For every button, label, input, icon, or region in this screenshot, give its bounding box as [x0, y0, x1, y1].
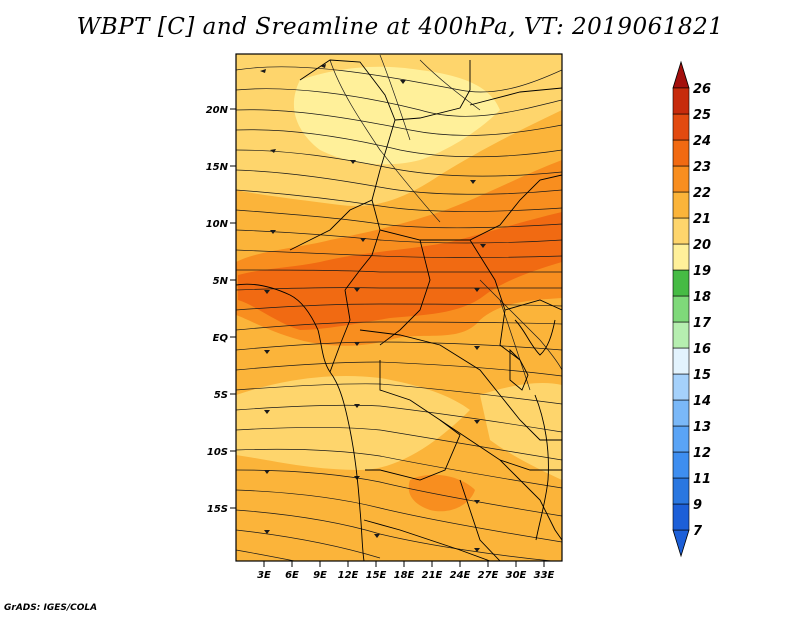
colorbar-bottom-triangle	[672, 529, 690, 558]
lon-tick-label: 9E	[313, 570, 327, 581]
colorbar-label: 12	[693, 446, 711, 461]
lat-axis: 20N 15N 10N 5N EQ 5S 10S 15S	[206, 105, 236, 515]
colorbar-box	[672, 191, 690, 219]
colorbar-label: 13	[693, 420, 711, 435]
colorbar-label: 24	[693, 134, 711, 149]
colorbar-box	[672, 243, 690, 271]
colorbar-box	[672, 477, 690, 505]
lat-tick-label: 5S	[214, 390, 228, 401]
colorbar-label: 23	[693, 160, 711, 175]
colorbar-label: 7	[693, 524, 703, 539]
colorbar-label: 25	[693, 108, 711, 123]
colorbar-label: 22	[693, 186, 711, 201]
warm-band-23	[238, 212, 562, 330]
colorbar-boxes	[672, 87, 690, 531]
cool-area-19	[293, 66, 500, 165]
country-borders	[236, 59, 562, 561]
colorbar-box	[672, 295, 690, 323]
lon-tick-label: 24E	[450, 570, 471, 581]
lon-tick-label: 3E	[257, 570, 271, 581]
lat-tick-label: 20N	[206, 105, 229, 116]
colorbar-top-triangle	[672, 60, 690, 89]
colorbar-label: 15	[693, 368, 711, 383]
lat-tick-label: 10S	[207, 447, 228, 458]
colorbar-box	[672, 217, 690, 245]
map-frame	[235, 53, 563, 562]
map-plot	[236, 54, 562, 561]
lat-tick-label: 10N	[206, 219, 229, 230]
colorbar-box	[672, 373, 690, 401]
colorbar-label: 20	[693, 238, 711, 253]
south-area-20b	[480, 383, 562, 480]
lat-tick-label: 15S	[207, 504, 228, 515]
lon-tick-label: 27E	[478, 570, 499, 581]
colorbar: 7 9 11 12 13 14 15 16 17 18 19 20 21 22 …	[672, 60, 712, 558]
colorbar-box	[672, 269, 690, 297]
lon-axis: 3E 6E 9E 12E 15E 18E 21E 24E 27E 30E 33E	[257, 561, 555, 581]
streamline-arrows	[260, 64, 486, 552]
lon-tick-label: 6E	[285, 570, 299, 581]
colorbar-label: 18	[693, 290, 711, 305]
colorbar-box	[672, 347, 690, 375]
colorbar-label: 11	[693, 472, 711, 487]
colorbar-box	[672, 503, 690, 531]
colorbar-label: 21	[693, 212, 711, 227]
colorbar-label: 26	[693, 82, 711, 97]
colorbar-box	[672, 425, 690, 453]
lat-tick-label: EQ	[213, 333, 229, 344]
south-area-20	[236, 375, 470, 470]
colorbar-label: 14	[693, 394, 711, 409]
lon-tick-label: 12E	[338, 570, 359, 581]
map-title: WBPT [C] and Sreamline at 400hPa, VT: 20…	[76, 14, 724, 40]
south-area-22	[408, 474, 475, 512]
colorbar-label: 9	[693, 498, 702, 513]
lon-tick-label: 30E	[506, 570, 527, 581]
colorbar-box	[672, 321, 690, 349]
lon-tick-label: 15E	[366, 570, 387, 581]
colorbar-box	[672, 113, 690, 141]
colorbar-box	[672, 87, 690, 115]
lat-tick-label: 15N	[206, 162, 229, 173]
grads-credit: GrADS: IGES/COLA	[4, 603, 98, 613]
colorbar-box	[672, 399, 690, 427]
colorbar-box	[672, 165, 690, 193]
lon-tick-label: 21E	[422, 570, 443, 581]
colorbar-box	[672, 139, 690, 167]
colorbar-labels: 7 9 11 12 13 14 15 16 17 18 19 20 21 22 …	[693, 82, 712, 539]
lon-tick-label: 33E	[534, 570, 555, 581]
lon-tick-label: 18E	[394, 570, 415, 581]
colorbar-label: 16	[693, 342, 711, 357]
colorbar-box	[672, 451, 690, 479]
colorbar-label: 17	[693, 316, 712, 331]
colorbar-label: 19	[693, 264, 711, 279]
streamlines	[236, 54, 562, 561]
lat-tick-label: 5N	[213, 276, 229, 287]
